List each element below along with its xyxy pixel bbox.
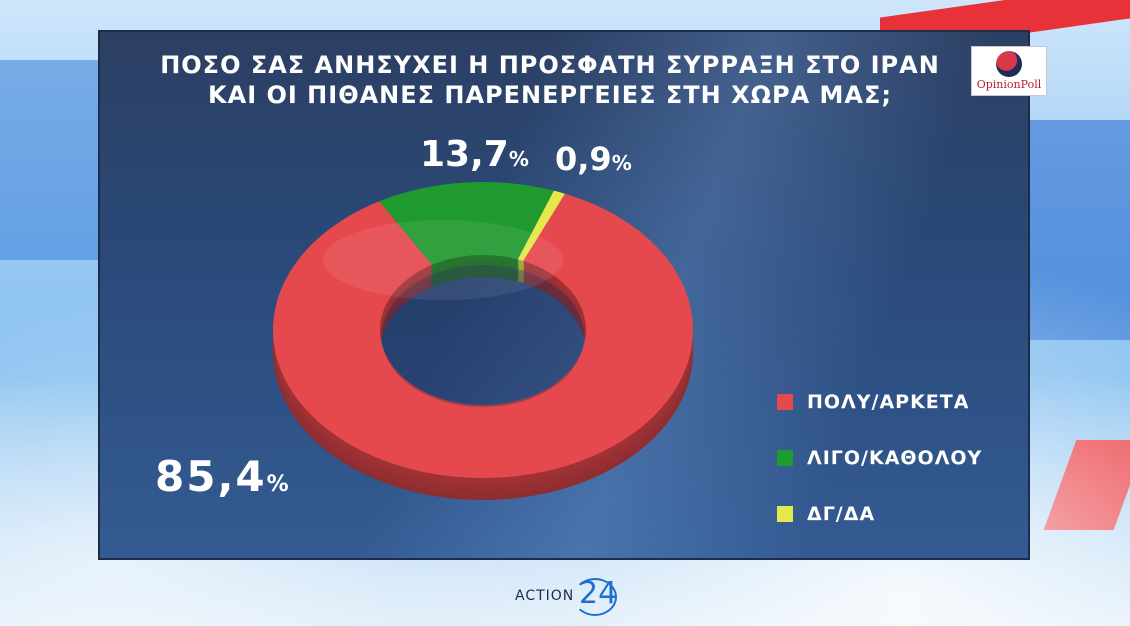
logo-text: OpinionPoll xyxy=(976,78,1042,91)
action24-logo: ACTION 24 xyxy=(513,576,623,616)
brand-ring-icon xyxy=(573,578,617,616)
title-line-2: ΚΑΙ ΟΙ ΠΙΘΑΝΕΣ ΠΑΡΕΝΕΡΓΕΙΕΣ ΣΤΗ ΧΩΡΑ ΜΑΣ… xyxy=(208,81,892,109)
data-label-dg-da: 0,9% xyxy=(555,140,632,178)
legend-label: ΠΟΛΥ/ΑΡΚΕΤΑ xyxy=(807,391,970,413)
donut-hole-shadow xyxy=(382,265,584,407)
donut-highlight xyxy=(323,220,563,300)
logo-mark-icon xyxy=(996,51,1022,77)
data-label-unit: % xyxy=(611,151,632,175)
data-label-value: 85,4 xyxy=(155,452,267,501)
donut-slice-1 xyxy=(379,182,554,265)
data-label-poly-arketa: 85,4% xyxy=(155,452,289,501)
donut-slice-0 xyxy=(273,193,693,478)
legend-swatch-green xyxy=(777,450,793,466)
legend-item-ligo-katholou: ΛΙΓΟ/ΚΑΘΟΛΟΥ xyxy=(777,430,982,486)
legend-item-poly-arketa: ΠΟΛΥ/ΑΡΚΕΤΑ xyxy=(777,374,982,430)
title-line-1: ΠΟΣΟ ΣΑΣ ΑΝΗΣΥΧΕΙ Η ΠΡΟΣΦΑΤΗ ΣΥΡΡΑΞΗ ΣΤΟ… xyxy=(160,51,940,79)
data-label-ligo-katholou: 13,7% xyxy=(420,134,529,175)
data-label-unit: % xyxy=(266,472,289,497)
legend-label: ΛΙΓΟ/ΚΑΘΟΛΟΥ xyxy=(807,447,983,469)
legend-label: ΔΓ/ΔΑ xyxy=(807,503,876,525)
legend-item-dg-da: ΔΓ/ΔΑ xyxy=(777,486,982,542)
opinionpoll-logo: OpinionPoll xyxy=(971,46,1047,96)
chart-legend: ΠΟΛΥ/ΑΡΚΕΤΑ ΛΙΓΟ/ΚΑΘΟΛΟΥ ΔΓ/ΔΑ xyxy=(777,374,982,542)
legend-swatch-red xyxy=(777,394,793,410)
brand-text: ACTION xyxy=(515,588,575,604)
donut-chart xyxy=(273,182,693,500)
legend-swatch-yellow xyxy=(777,506,793,522)
data-label-value: 13,7 xyxy=(420,134,509,175)
donut-slice-2 xyxy=(517,190,565,261)
brand-number: 24 xyxy=(579,576,618,611)
data-label-value: 0,9 xyxy=(555,140,612,178)
data-label-unit: % xyxy=(508,147,529,171)
chart-title: ΠΟΣΟ ΣΑΣ ΑΝΗΣΥΧΕΙ Η ΠΡΟΣΦΑΤΗ ΣΥΡΡΑΞΗ ΣΤΟ… xyxy=(160,50,940,110)
